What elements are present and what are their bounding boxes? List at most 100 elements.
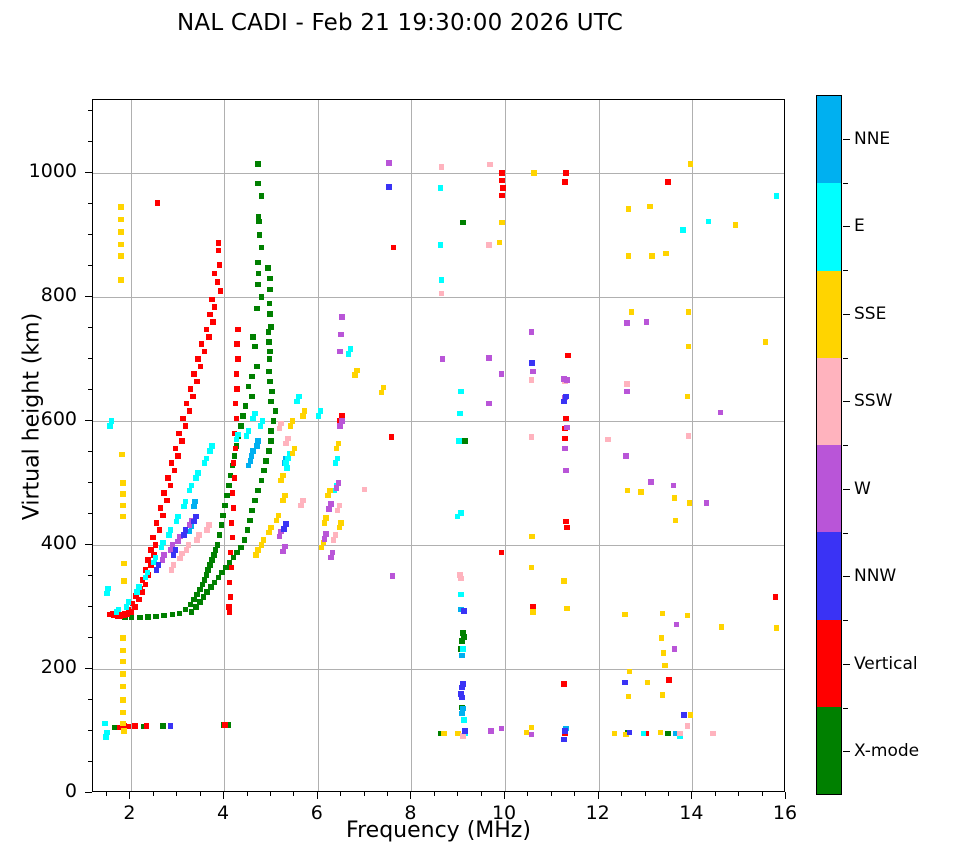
data-point xyxy=(266,356,273,362)
data-point xyxy=(203,572,210,578)
data-point xyxy=(206,334,212,340)
data-point xyxy=(562,179,568,185)
data-point xyxy=(234,386,240,392)
data-point xyxy=(168,460,175,466)
data-point xyxy=(265,265,271,271)
data-point xyxy=(176,610,183,617)
data-point xyxy=(164,497,170,504)
x-tick-minor xyxy=(644,792,646,796)
colorbar-segment-sse[interactable] xyxy=(817,270,841,358)
x-tick-label: 16 xyxy=(772,802,798,824)
data-point xyxy=(214,542,221,548)
x-tick-minor xyxy=(199,792,201,796)
data-point xyxy=(672,730,679,737)
x-tick-minor xyxy=(714,792,716,796)
data-point xyxy=(197,599,203,605)
data-point xyxy=(640,730,647,737)
data-point xyxy=(268,428,274,434)
plot-area xyxy=(92,99,785,792)
data-point xyxy=(441,730,447,737)
data-point xyxy=(132,723,138,729)
colorbar-segment-vertical[interactable] xyxy=(817,619,841,707)
data-point xyxy=(564,377,570,383)
colorbar-boundary-tick xyxy=(843,707,848,709)
data-point xyxy=(500,185,506,191)
data-point xyxy=(628,309,635,315)
x-tick xyxy=(316,792,318,799)
data-point xyxy=(563,415,569,422)
data-point xyxy=(643,730,650,737)
data-point xyxy=(229,490,236,496)
data-point xyxy=(134,589,140,595)
colorbar-segment-ssw[interactable] xyxy=(817,357,841,445)
data-point xyxy=(336,524,343,531)
data-point xyxy=(219,569,225,576)
data-point xyxy=(186,487,193,494)
data-point xyxy=(267,311,273,317)
data-point xyxy=(226,482,232,489)
x-tick xyxy=(597,792,599,799)
data-point xyxy=(145,557,151,563)
x-tick-minor xyxy=(550,792,552,796)
colorbar-label-nne: NNE xyxy=(854,128,891,149)
colorbar-segment-w[interactable] xyxy=(817,445,841,533)
data-point xyxy=(206,522,212,528)
data-point xyxy=(242,403,249,409)
data-point xyxy=(283,440,289,447)
data-point xyxy=(203,326,210,333)
data-point xyxy=(144,569,151,576)
data-point xyxy=(133,593,139,599)
colorbar-tick xyxy=(843,663,850,665)
colorbar[interactable] xyxy=(816,95,842,795)
data-point xyxy=(211,579,218,586)
data-point xyxy=(250,415,256,422)
data-point xyxy=(186,528,193,535)
data-point xyxy=(626,729,633,736)
data-point xyxy=(499,192,505,199)
data-point xyxy=(227,594,234,600)
colorbar-segment-e[interactable] xyxy=(817,183,841,271)
y-tick xyxy=(85,296,92,298)
colorbar-segment-nnw[interactable] xyxy=(817,532,841,620)
data-point xyxy=(181,532,187,538)
data-point xyxy=(245,462,252,469)
data-point xyxy=(142,574,149,581)
x-tick xyxy=(785,792,786,799)
data-point xyxy=(563,393,569,400)
data-point xyxy=(108,418,115,424)
data-point xyxy=(266,339,272,345)
data-point xyxy=(182,498,189,505)
data-point xyxy=(121,578,127,584)
data-point xyxy=(361,486,368,493)
data-point xyxy=(198,341,205,347)
data-point xyxy=(249,507,255,514)
data-point xyxy=(647,203,653,210)
data-point xyxy=(458,691,464,697)
data-point xyxy=(458,510,464,516)
colorbar-segment-nne[interactable] xyxy=(817,96,841,184)
data-point xyxy=(386,184,392,190)
data-point xyxy=(238,423,244,429)
data-point xyxy=(320,539,327,546)
data-point xyxy=(226,609,233,615)
data-point xyxy=(167,482,174,489)
colorbar-segment-x-mode[interactable] xyxy=(817,706,841,794)
data-point xyxy=(703,500,710,506)
x-tick-minor xyxy=(574,792,576,796)
data-point xyxy=(315,413,322,419)
data-point xyxy=(338,520,344,526)
data-point xyxy=(255,281,261,288)
data-point xyxy=(212,547,219,553)
data-point xyxy=(175,453,181,459)
data-point xyxy=(250,334,256,340)
data-point xyxy=(665,179,671,185)
data-point xyxy=(563,467,569,474)
data-point xyxy=(227,549,234,556)
data-point xyxy=(498,725,505,732)
data-point xyxy=(258,542,265,548)
data-point xyxy=(496,239,503,246)
colorbar-label-w: W xyxy=(854,478,871,499)
data-point xyxy=(659,610,666,617)
data-point xyxy=(231,453,238,459)
data-point xyxy=(102,720,108,727)
